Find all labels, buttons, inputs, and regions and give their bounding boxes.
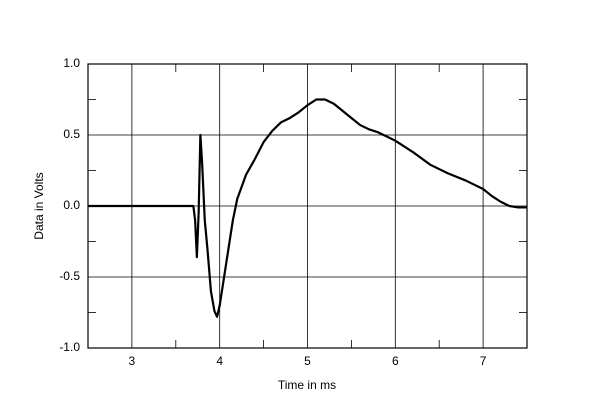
x-tick-label: 7 xyxy=(480,354,487,368)
data-line xyxy=(88,98,527,318)
y-tick-label: -0.5 xyxy=(59,269,80,283)
x-tick-label: 4 xyxy=(216,354,223,368)
x-axis-title: Time in ms xyxy=(278,378,336,392)
y-tick-label: 1.0 xyxy=(63,56,80,70)
y-tick-label: 0.5 xyxy=(63,127,80,141)
y-tick-label: -1.0 xyxy=(59,340,80,354)
y-axis-title: Data in Volts xyxy=(32,172,46,239)
y-tick-label: 0.0 xyxy=(63,198,80,212)
x-tick-label: 3 xyxy=(129,354,136,368)
x-tick-label: 5 xyxy=(304,354,311,368)
x-tick-label: 6 xyxy=(392,354,399,368)
